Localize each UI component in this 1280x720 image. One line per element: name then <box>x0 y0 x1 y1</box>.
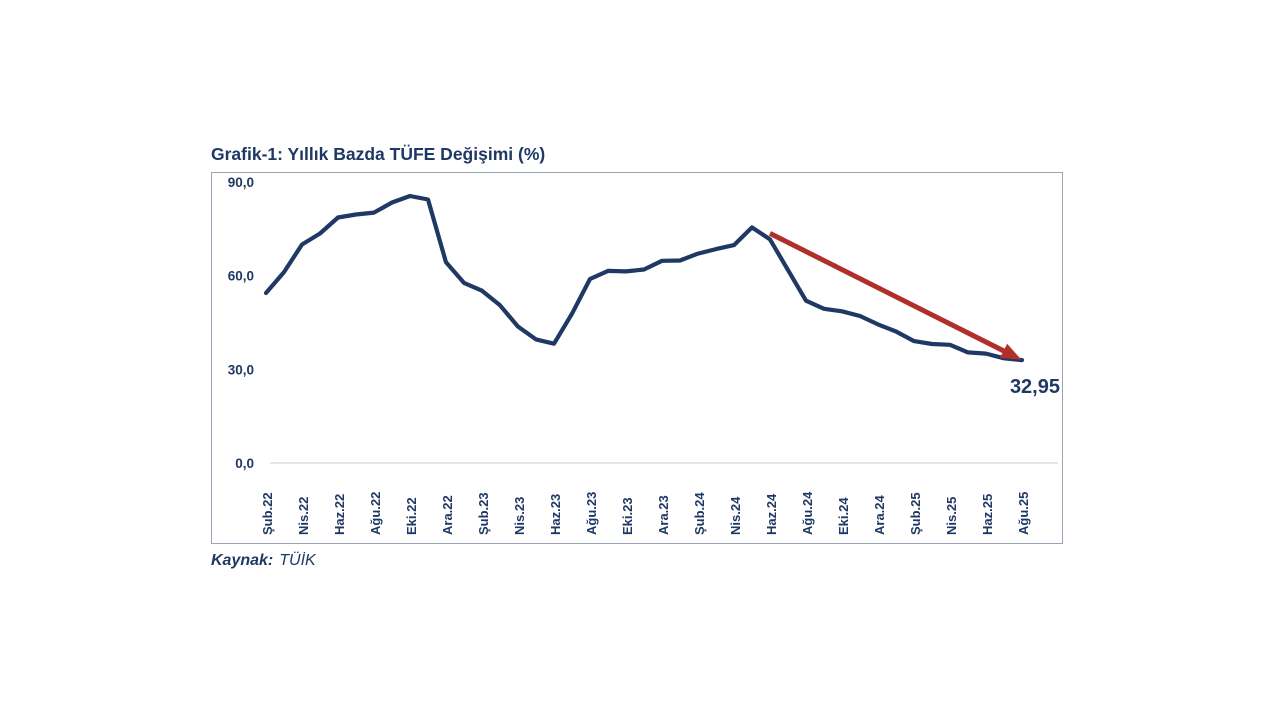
y-axis-tick-label: 30,0 <box>228 362 254 377</box>
x-axis-tick-label: Ara.22 <box>440 495 455 535</box>
source-value: TÜİK <box>279 552 316 569</box>
x-axis-tick-label: Haz.23 <box>548 494 563 535</box>
trend-arrow <box>768 231 1022 360</box>
x-axis-tick-label: Ağu.24 <box>800 491 815 535</box>
x-axis-tick-label: Eki.24 <box>836 497 851 535</box>
x-axis-tick-label: Ara.24 <box>872 494 887 535</box>
x-axis-tick-label: Şub.22 <box>260 492 275 535</box>
x-axis-tick-label: Ara.23 <box>656 495 671 535</box>
y-axis-tick-label: 0,0 <box>235 456 254 471</box>
x-axis-tick-label: Ağu.23 <box>584 492 599 535</box>
x-axis-tick-label: Ağu.22 <box>368 492 383 535</box>
x-axis-tick-label: Haz.22 <box>332 494 347 535</box>
source-label: Kaynak: <box>211 552 274 569</box>
x-axis-tick-label: Haz.25 <box>980 494 995 535</box>
chart-plot-area: 90,0 60,0 30,0 0,0 Şub.22 Nis.22 Haz.22 Ağu.22 E… <box>211 172 1063 544</box>
x-axis-tick-label: Şub.25 <box>908 492 923 535</box>
x-axis-tick-label: Şub.23 <box>476 492 491 535</box>
x-axis-tick-label: Şub.24 <box>692 492 707 535</box>
x-axis-tick-label: Haz.24 <box>764 493 779 535</box>
chart-title: Grafik-1: Yıllık Bazda TÜFE Değişimi (%) <box>211 144 546 164</box>
y-axis-tick-label: 60,0 <box>228 269 254 284</box>
x-axis-tick-label: Nis.25 <box>944 497 959 535</box>
cpi-line <box>263 193 1025 363</box>
x-axis-tick-label: Nis.24 <box>728 496 743 535</box>
y-axis-tick-label: 90,0 <box>228 175 254 190</box>
x-axis-tick-label: Nis.22 <box>296 497 311 535</box>
annotation-value-label: 32,95 <box>1010 376 1060 398</box>
line-chart: 90,0 60,0 30,0 0,0 Şub.22 Nis.22 Haz.22 Ağu.22 E… <box>212 173 1062 543</box>
x-axis-tick-label: Ağu.25 <box>1016 492 1031 535</box>
x-axis-tick-label: Eki.22 <box>404 497 419 535</box>
source-caption: Kaynak: TÜİK <box>211 552 316 570</box>
x-axis-tick-label: Nis.23 <box>512 497 527 535</box>
x-axis-tick-label: Eki.23 <box>620 497 635 535</box>
